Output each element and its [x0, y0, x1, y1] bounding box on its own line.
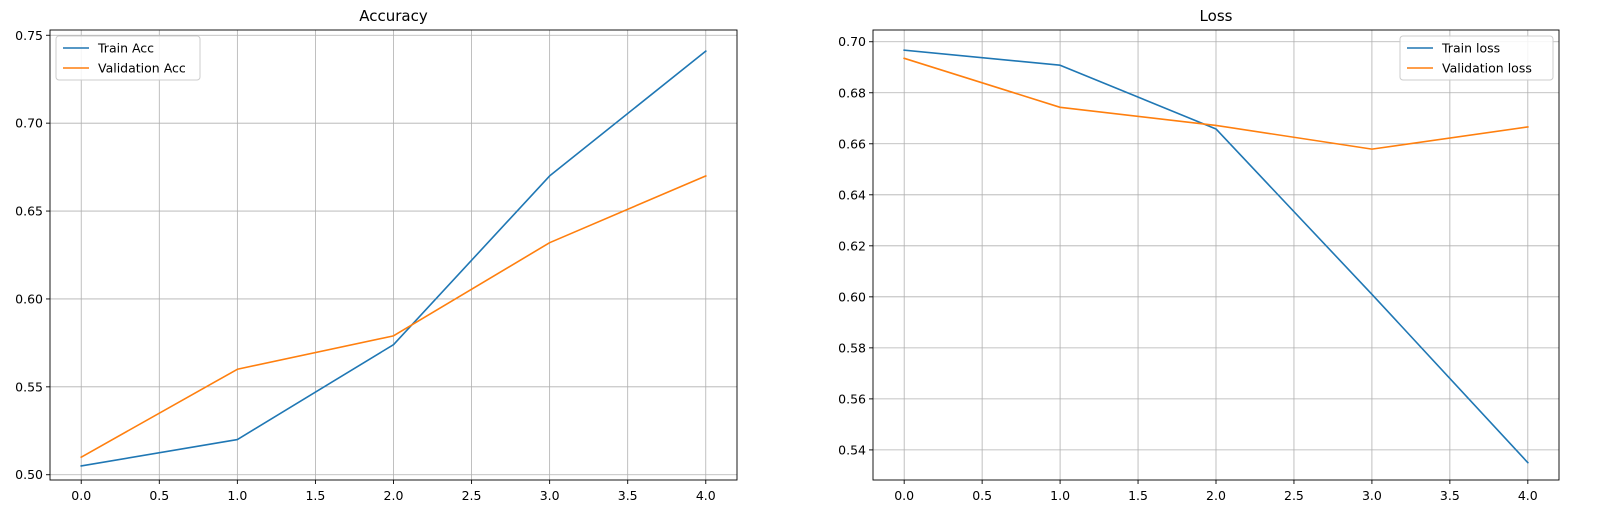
- legend-label: Train loss: [1441, 41, 1500, 56]
- x-tick-label: 4.0: [1518, 488, 1538, 503]
- loss-chart: 0.0 0.5 1.0 1.5 2.0 2.5 3.0 3.5 4.0 0.54 0.56 0.58 0…: [838, 7, 1560, 503]
- x-tick-label: 1.5: [1128, 488, 1148, 503]
- x-tick-label: 3.5: [1440, 488, 1460, 503]
- x-tick-label: 0.0: [894, 488, 914, 503]
- legend-label: Validation loss: [1442, 61, 1532, 76]
- y-tick-label: 0.70: [838, 34, 866, 49]
- x-tick-label: 1.5: [305, 488, 325, 503]
- x-tick-label: 2.0: [384, 488, 404, 503]
- y-tick-label: 0.65: [15, 204, 43, 219]
- y-tick-label: 0.55: [15, 379, 43, 394]
- legend-box: [1399, 35, 1554, 81]
- y-tick-label: 0.68: [838, 85, 866, 100]
- accuracy-chart: 0.0 0.5 1.0 1.5 2.0 2.5 3.0 3.5 4.0 0.50 0.55 0.60 0…: [15, 7, 738, 503]
- series-line-0: [903, 49, 1529, 464]
- y-tick-label: 0.75: [15, 28, 43, 43]
- x-tick-label: 0.5: [149, 488, 169, 503]
- legend: Train Acc Validation Acc: [55, 35, 201, 81]
- legend-box: [55, 35, 201, 81]
- y-tick-label: 0.60: [15, 291, 43, 306]
- series-line-0: [80, 49, 707, 467]
- series-line-1: [903, 57, 1529, 150]
- y-tick-label: 0.62: [838, 238, 866, 253]
- x-tick-label: 4.0: [696, 488, 716, 503]
- legend: Train loss Validation loss: [1399, 35, 1554, 81]
- x-tick-label: 1.0: [1050, 488, 1070, 503]
- x-tick-label: 0.5: [972, 488, 992, 503]
- x-tick-label: 1.0: [227, 488, 247, 503]
- x-tick-label: 3.0: [540, 488, 560, 503]
- grid: [873, 30, 1559, 480]
- y-tick-label: 0.54: [838, 442, 866, 457]
- y-tick-label: 0.50: [15, 467, 43, 482]
- grid: [50, 30, 737, 480]
- y-tick-label: 0.66: [838, 136, 866, 151]
- series-line-1: [80, 174, 707, 459]
- legend-label: Train Acc: [97, 41, 154, 56]
- chart-title: Accuracy: [359, 7, 428, 25]
- legend-label: Validation Acc: [98, 61, 186, 76]
- y-tick-label: 0.58: [838, 340, 866, 355]
- x-tick-label: 2.5: [462, 488, 482, 503]
- x-tick-label: 3.0: [1362, 488, 1382, 503]
- y-tick-label: 0.70: [15, 116, 43, 131]
- x-tick-label: 2.5: [1284, 488, 1304, 503]
- y-tick-label: 0.64: [838, 187, 866, 202]
- y-tick-label: 0.60: [838, 289, 866, 304]
- y-tick-label: 0.56: [838, 391, 866, 406]
- x-tick-label: 2.0: [1206, 488, 1226, 503]
- chart-title: Loss: [1200, 7, 1233, 25]
- x-tick-label: 3.5: [618, 488, 638, 503]
- x-tick-label: 0.0: [71, 488, 91, 503]
